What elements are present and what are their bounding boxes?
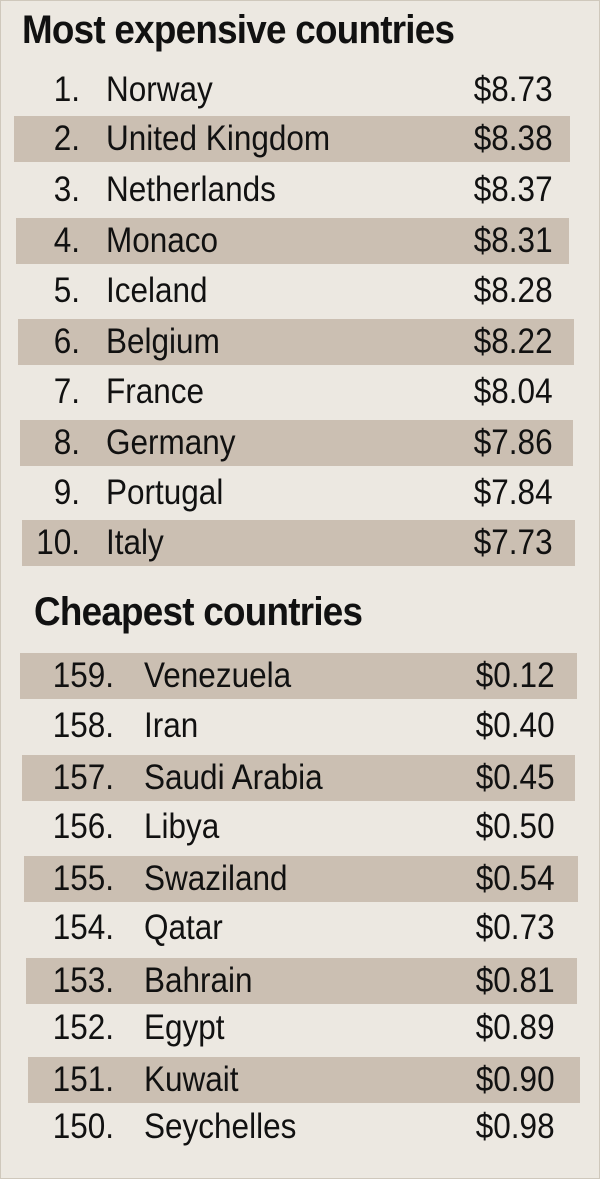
price: $8.28 bbox=[474, 271, 553, 310]
price: $0.54 bbox=[476, 859, 555, 898]
price: $8.31 bbox=[474, 221, 553, 260]
table-row: 158. Iran $0.40 bbox=[20, 703, 577, 749]
table-row: 5. Iceland $8.28 bbox=[14, 268, 570, 314]
table-row: 2. United Kingdom $8.38 bbox=[14, 116, 570, 162]
rank: 4. bbox=[53, 221, 80, 260]
price: $7.86 bbox=[474, 423, 553, 462]
table-row: 155. Swaziland $0.54 bbox=[24, 856, 578, 902]
rank: 155. bbox=[52, 859, 114, 898]
rank: 8. bbox=[53, 423, 80, 462]
country-name: France bbox=[106, 372, 205, 411]
price: $8.38 bbox=[474, 119, 553, 158]
table-row: 1. Norway $8.73 bbox=[14, 67, 570, 113]
country-name: Libya bbox=[144, 807, 220, 846]
table-row: 153. Bahrain $0.81 bbox=[26, 958, 577, 1004]
rank: 152. bbox=[52, 1008, 114, 1047]
price: $7.73 bbox=[474, 523, 553, 562]
table-row: 9. Portugal $7.84 bbox=[14, 470, 570, 516]
table-row: 151. Kuwait $0.90 bbox=[28, 1057, 580, 1103]
table-row: 7. France $8.04 bbox=[14, 369, 570, 415]
table-row: 152. Egypt $0.89 bbox=[20, 1005, 577, 1051]
price: $0.90 bbox=[476, 1060, 555, 1099]
price: $0.81 bbox=[476, 961, 555, 1000]
price: $8.37 bbox=[474, 170, 553, 209]
country-name: Bahrain bbox=[144, 961, 253, 1000]
rank: 3. bbox=[53, 170, 80, 209]
price: $8.73 bbox=[474, 70, 553, 109]
country-name: Portugal bbox=[106, 473, 224, 512]
rank: 154. bbox=[52, 908, 114, 947]
table-row: 156. Libya $0.50 bbox=[20, 804, 577, 850]
rank: 10. bbox=[36, 523, 80, 562]
rank: 150. bbox=[52, 1107, 114, 1146]
rank: 2. bbox=[53, 119, 80, 158]
price: $8.04 bbox=[474, 372, 553, 411]
price: $0.45 bbox=[476, 758, 555, 797]
rank: 1. bbox=[53, 70, 80, 109]
country-name: Iran bbox=[144, 706, 199, 745]
most-expensive-title: Most expensive countries bbox=[22, 8, 455, 52]
table-row: 3. Netherlands $8.37 bbox=[14, 167, 570, 213]
country-name: Venezuela bbox=[144, 656, 292, 695]
table-row: 6. Belgium $8.22 bbox=[18, 319, 574, 365]
country-name: Belgium bbox=[106, 322, 220, 361]
rank: 158. bbox=[52, 706, 114, 745]
price: $0.50 bbox=[476, 807, 555, 846]
country-name: Italy bbox=[106, 523, 164, 562]
price: $0.98 bbox=[476, 1107, 555, 1146]
table-row: 10. Italy $7.73 bbox=[22, 520, 575, 566]
country-name: Monaco bbox=[106, 221, 219, 260]
rank: 6. bbox=[53, 322, 80, 361]
table-row: 159. Venezuela $0.12 bbox=[20, 653, 577, 699]
table-row: 4. Monaco $8.31 bbox=[16, 218, 569, 264]
country-name: Swaziland bbox=[144, 859, 288, 898]
rank: 157. bbox=[52, 758, 114, 797]
rank: 156. bbox=[52, 807, 114, 846]
rank: 5. bbox=[53, 271, 80, 310]
price: $7.84 bbox=[474, 473, 553, 512]
price: $0.12 bbox=[476, 656, 555, 695]
cheapest-title: Cheapest countries bbox=[34, 590, 363, 634]
price: $0.73 bbox=[476, 908, 555, 947]
country-name: Iceland bbox=[106, 271, 208, 310]
table-row: 150. Seychelles $0.98 bbox=[20, 1104, 577, 1150]
country-name: Egypt bbox=[144, 1008, 225, 1047]
country-name: Norway bbox=[106, 70, 213, 109]
rank: 9. bbox=[53, 473, 80, 512]
rank: 159. bbox=[52, 656, 114, 695]
country-name: Germany bbox=[106, 423, 236, 462]
country-name: Seychelles bbox=[144, 1107, 297, 1146]
rank: 151. bbox=[52, 1060, 114, 1099]
country-name: Qatar bbox=[144, 908, 223, 947]
price: $0.89 bbox=[476, 1008, 555, 1047]
table-row: 154. Qatar $0.73 bbox=[20, 905, 577, 951]
price: $0.40 bbox=[476, 706, 555, 745]
price: $8.22 bbox=[474, 322, 553, 361]
rank: 153. bbox=[52, 961, 114, 1000]
rank: 7. bbox=[53, 372, 80, 411]
country-name: Saudi Arabia bbox=[144, 758, 323, 797]
country-name: United Kingdom bbox=[106, 119, 331, 158]
table-row: 157. Saudi Arabia $0.45 bbox=[22, 755, 575, 801]
country-name: Netherlands bbox=[106, 170, 276, 209]
country-name: Kuwait bbox=[144, 1060, 239, 1099]
table-row: 8. Germany $7.86 bbox=[20, 420, 573, 466]
